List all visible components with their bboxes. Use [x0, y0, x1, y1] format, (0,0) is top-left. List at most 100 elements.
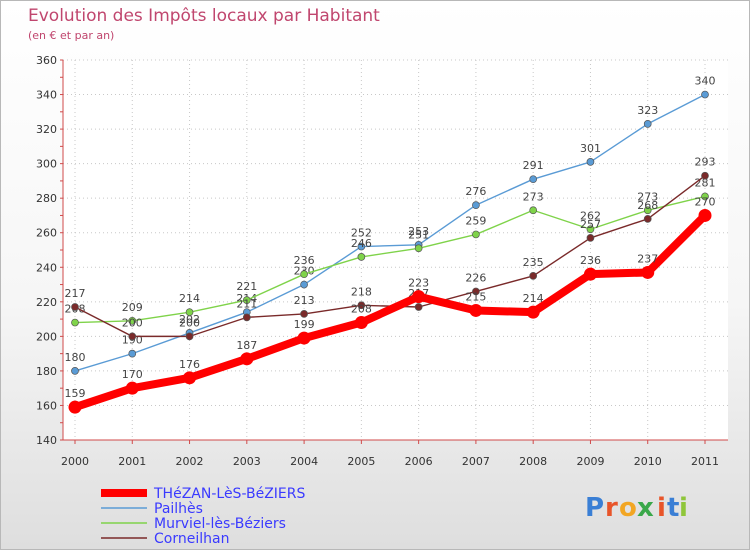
- data-label: 213: [294, 294, 315, 307]
- y-tick-label: 220: [36, 296, 57, 309]
- data-label: 301: [580, 142, 601, 155]
- data-label: 170: [122, 368, 143, 381]
- data-point: [242, 313, 251, 322]
- x-tick-label: 2002: [176, 455, 204, 468]
- data-label: 293: [695, 156, 716, 169]
- series-line: [74, 195, 706, 324]
- data-label: 214: [179, 292, 200, 305]
- data-point: [297, 331, 311, 345]
- data-label: 268: [637, 199, 658, 212]
- data-label: 259: [465, 214, 486, 227]
- x-tick-label: 2005: [347, 455, 375, 468]
- data-label: 237: [637, 252, 658, 265]
- data-point: [701, 192, 709, 201]
- logo-letter: P: [585, 493, 604, 523]
- data-label: 323: [637, 104, 658, 117]
- data-point: [586, 225, 595, 234]
- data-label: 226: [465, 271, 486, 284]
- data-point: [128, 332, 137, 341]
- logo-letter: i: [679, 493, 688, 523]
- y-tick-label: 280: [36, 192, 57, 205]
- logo-letter: t: [667, 493, 679, 523]
- data-label: 235: [523, 256, 544, 269]
- data-point: [529, 206, 538, 215]
- legend: THéZAN-LèS-BéZIERSPailhèsMurviel-lès-Béz…: [101, 486, 306, 547]
- data-label: 159: [65, 387, 86, 400]
- data-label: 209: [122, 301, 143, 314]
- x-tick-label: 2007: [462, 455, 490, 468]
- x-tick-label: 2000: [61, 455, 89, 468]
- data-label: 246: [351, 237, 372, 250]
- data-label: 215: [465, 290, 486, 303]
- data-point: [357, 253, 366, 261]
- data-label: 340: [695, 75, 716, 88]
- data-point: [414, 303, 423, 311]
- y-tick-label: 260: [36, 227, 57, 240]
- data-point: [529, 175, 538, 184]
- logo-letter: x: [637, 493, 654, 523]
- data-point: [300, 270, 308, 279]
- data-point: [183, 371, 197, 385]
- data-label: 257: [580, 218, 601, 231]
- data-point: [412, 290, 426, 304]
- data-point: [643, 120, 652, 128]
- data-label: 208: [351, 303, 372, 316]
- data-label: 176: [179, 358, 200, 371]
- data-point: [128, 349, 137, 358]
- data-label: 252: [351, 227, 372, 240]
- legend-label: THéZAN-LèS-BéZIERS: [153, 486, 306, 502]
- data-point: [643, 206, 652, 215]
- data-label: 187: [236, 339, 257, 352]
- y-tick-label: 340: [36, 89, 57, 102]
- data-point: [71, 318, 79, 327]
- data-label: 276: [465, 185, 486, 198]
- data-point: [68, 400, 82, 414]
- x-tick-label: 2010: [634, 455, 662, 468]
- legend-label: Corneilhan: [154, 531, 229, 547]
- data-point: [526, 305, 540, 319]
- data-point: [357, 242, 366, 251]
- x-tick-label: 2003: [233, 455, 261, 468]
- y-tick-label: 360: [36, 54, 57, 67]
- data-point: [586, 158, 595, 166]
- y-tick-label: 140: [36, 434, 57, 447]
- data-label: 199: [294, 318, 315, 331]
- data-point: [125, 381, 139, 395]
- logo-letter: r: [605, 493, 618, 523]
- data-point: [469, 303, 483, 317]
- data-point: [414, 244, 423, 253]
- data-label: 217: [65, 287, 86, 300]
- data-label: 211: [236, 297, 257, 310]
- plot-area: 140 160 180 200 220 240 260 280 300 320 340 360 2000…: [36, 54, 728, 468]
- data-label: 214: [523, 292, 544, 305]
- x-tick-label: 2008: [519, 455, 547, 468]
- data-point: [583, 267, 597, 281]
- x-tick-label: 2006: [405, 455, 433, 468]
- data-label: 262: [580, 209, 601, 222]
- data-label: 273: [637, 190, 658, 203]
- data-point: [472, 201, 480, 209]
- data-point: [300, 310, 308, 318]
- data-point: [71, 303, 79, 311]
- y-tick-label: 160: [36, 399, 57, 412]
- data-label: 236: [294, 254, 315, 267]
- y-tick-label: 200: [36, 330, 57, 343]
- legend-label: Murviel-lès-Béziers: [154, 516, 286, 532]
- data-point: [242, 296, 251, 304]
- logo-letter: i: [657, 493, 666, 523]
- y-tick-label: 320: [36, 123, 57, 136]
- data-label: 273: [523, 190, 544, 203]
- data-point: [357, 301, 366, 310]
- data-point: [701, 171, 709, 180]
- data-label: 223: [408, 277, 429, 290]
- y-tick-label: 240: [36, 261, 57, 274]
- data-point: [472, 287, 480, 296]
- data-label: 218: [351, 285, 372, 298]
- x-tick-label: 2004: [290, 455, 318, 468]
- data-point: [354, 316, 368, 330]
- chart-title: Evolution des Impôts locaux par Habitant: [28, 6, 380, 26]
- data-point: [643, 215, 652, 223]
- data-label: 270: [695, 195, 716, 208]
- data-point: [698, 208, 712, 222]
- data-label: 200: [179, 316, 200, 329]
